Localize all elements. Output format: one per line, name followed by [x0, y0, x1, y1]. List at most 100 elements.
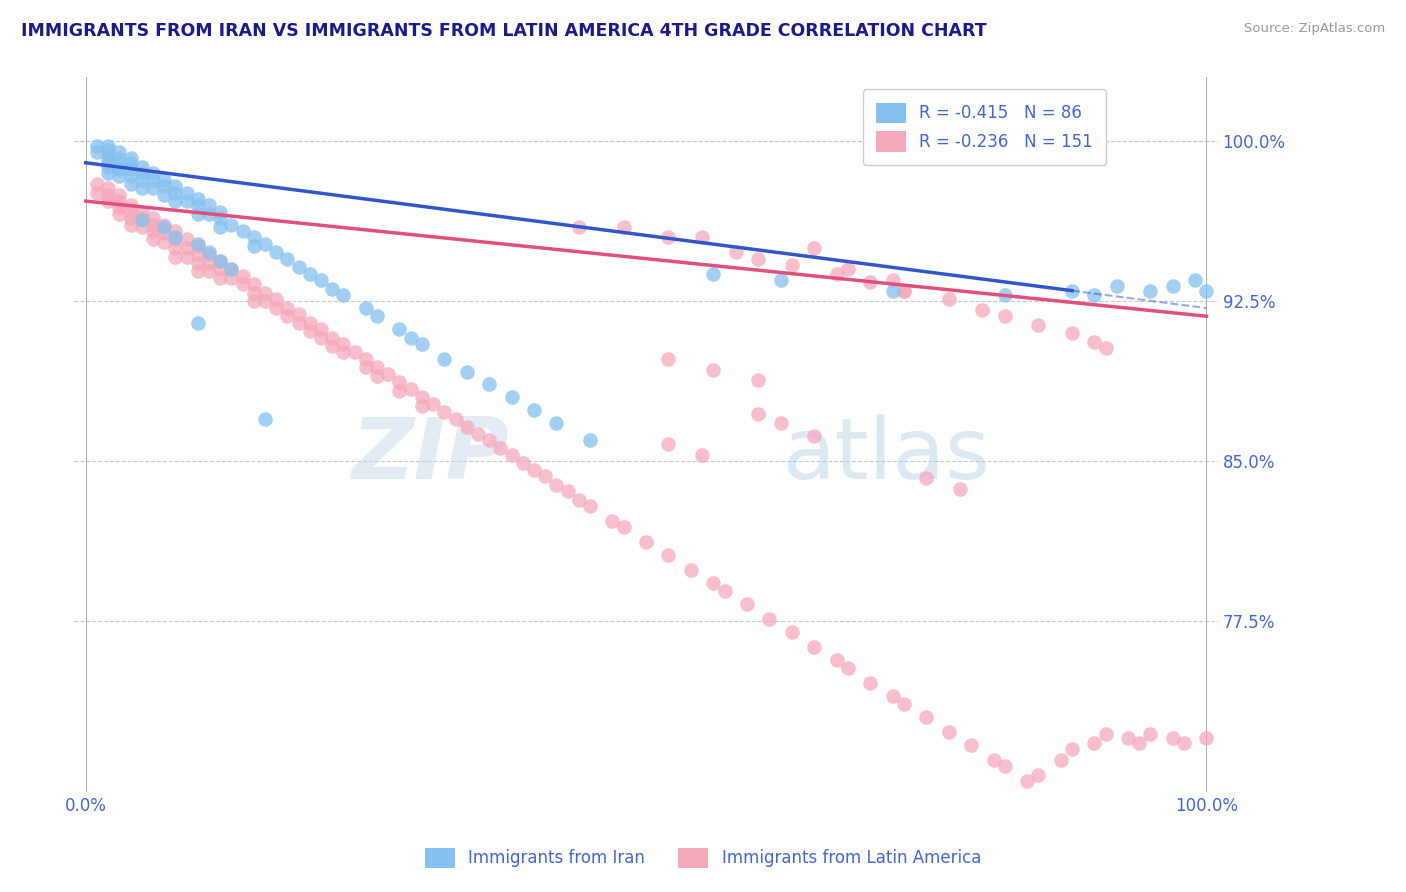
Point — [1028, 318, 1050, 332]
Point — [165, 194, 187, 208]
Point — [108, 187, 131, 202]
Point — [747, 373, 769, 387]
Point — [713, 584, 735, 599]
Point — [501, 390, 523, 404]
Point — [546, 477, 568, 491]
Point — [142, 218, 165, 232]
Point — [882, 284, 904, 298]
Point — [825, 267, 848, 281]
Point — [176, 186, 198, 200]
Point — [411, 399, 433, 413]
Point — [86, 177, 108, 191]
Point — [343, 345, 366, 359]
Point — [825, 652, 848, 666]
Point — [165, 250, 187, 264]
Point — [523, 463, 546, 477]
Point — [690, 448, 713, 462]
Point — [142, 224, 165, 238]
Point — [97, 181, 120, 195]
Point — [679, 563, 702, 577]
Point — [803, 640, 825, 654]
Point — [332, 337, 354, 351]
Point — [153, 179, 176, 194]
Point — [938, 725, 960, 739]
Point — [309, 330, 332, 344]
Point — [120, 152, 142, 166]
Point — [120, 204, 142, 219]
Point — [994, 288, 1017, 302]
Point — [198, 264, 221, 278]
Point — [960, 738, 983, 752]
Point — [478, 433, 501, 447]
Text: Source: ZipAtlas.com: Source: ZipAtlas.com — [1244, 22, 1385, 36]
Point — [983, 753, 1005, 767]
Point — [321, 330, 343, 344]
Legend: R = -0.415   N = 86, R = -0.236   N = 151: R = -0.415 N = 86, R = -0.236 N = 151 — [863, 89, 1107, 165]
Point — [198, 198, 221, 212]
Point — [579, 433, 602, 447]
Point — [243, 239, 266, 253]
Point — [176, 250, 198, 264]
Point — [690, 230, 713, 244]
Point — [769, 416, 792, 430]
Point — [221, 218, 243, 232]
Point — [221, 271, 243, 285]
Point — [1139, 284, 1161, 298]
Point — [388, 376, 411, 390]
Point — [232, 277, 254, 292]
Point — [108, 155, 131, 169]
Point — [86, 186, 108, 200]
Point — [108, 194, 131, 208]
Point — [108, 201, 131, 215]
Point — [253, 236, 276, 251]
Point — [187, 198, 209, 212]
Point — [243, 294, 266, 309]
Point — [298, 316, 321, 330]
Point — [276, 301, 298, 315]
Point — [1116, 731, 1139, 746]
Point — [657, 548, 679, 562]
Point — [209, 253, 232, 268]
Point — [1083, 288, 1105, 302]
Point — [859, 275, 882, 289]
Point — [636, 535, 658, 549]
Point — [187, 316, 209, 330]
Point — [287, 260, 309, 275]
Point — [142, 181, 165, 195]
Point — [253, 411, 276, 425]
Point — [915, 710, 938, 724]
Point — [264, 301, 287, 315]
Point — [366, 310, 388, 324]
Point — [221, 262, 243, 277]
Point — [735, 597, 758, 611]
Point — [1128, 736, 1150, 750]
Point — [287, 307, 309, 321]
Point — [512, 456, 534, 470]
Point — [86, 145, 108, 159]
Point — [456, 420, 478, 434]
Point — [1060, 284, 1083, 298]
Point — [399, 330, 422, 344]
Y-axis label: 4th Grade: 4th Grade — [0, 396, 7, 473]
Point — [187, 247, 209, 261]
Point — [411, 337, 433, 351]
Point — [388, 322, 411, 336]
Point — [769, 273, 792, 287]
Point — [501, 448, 523, 462]
Point — [243, 230, 266, 244]
Point — [1139, 727, 1161, 741]
Point — [467, 426, 489, 441]
Text: ZIP: ZIP — [352, 415, 509, 498]
Point — [1028, 767, 1050, 781]
Point — [165, 186, 187, 200]
Point — [232, 224, 254, 238]
Point — [298, 324, 321, 338]
Point — [456, 365, 478, 379]
Point — [411, 390, 433, 404]
Point — [747, 252, 769, 266]
Point — [221, 262, 243, 277]
Point — [579, 499, 602, 513]
Point — [1060, 742, 1083, 756]
Point — [893, 284, 915, 298]
Point — [209, 219, 232, 234]
